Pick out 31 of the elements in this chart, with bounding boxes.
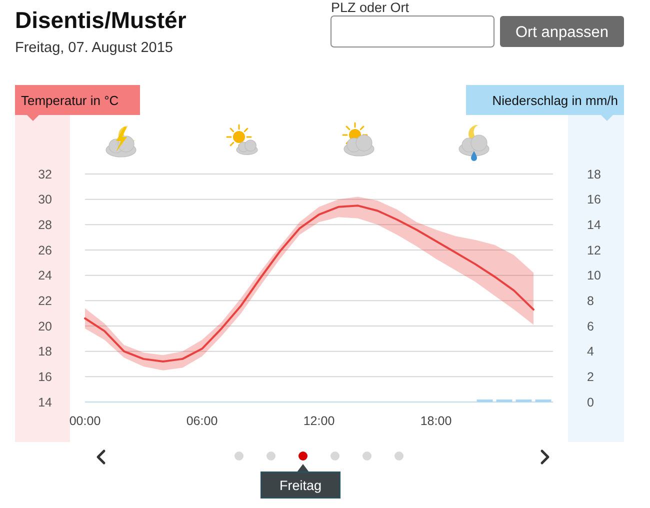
y2-axis-title: Niederschlag in mm/h <box>492 93 618 108</box>
y2-tick-label: 18 <box>587 167 601 182</box>
y2-tick-label: 14 <box>587 218 601 232</box>
x-tick-label: 12:00 <box>303 414 335 428</box>
y2-tick-label: 2 <box>587 370 594 384</box>
y2-tick-label: 16 <box>587 192 601 207</box>
chart-title: Disentis/Mustér <box>15 7 186 33</box>
y-tick-label: 24 <box>38 268 52 283</box>
y-tick-label: 14 <box>38 395 52 410</box>
chart-subtitle: Freitag, 07. August 2015 <box>15 40 173 56</box>
y2-tick-label: 6 <box>587 319 594 334</box>
y-tick-label: 16 <box>38 370 52 384</box>
x-tick-label: 18:00 <box>420 414 452 428</box>
y-tick-label: 28 <box>38 218 52 232</box>
y-tick-label: 30 <box>38 192 52 207</box>
y2-tick-label: 4 <box>587 344 594 359</box>
y-axis-title: Temperatur in °C <box>21 93 119 108</box>
y-tick-label: 26 <box>38 243 52 258</box>
y-tick-label: 22 <box>38 294 52 308</box>
y-tick-label: 32 <box>38 167 52 182</box>
text: Freitag <box>279 478 322 493</box>
y-tick-label: 18 <box>38 344 52 359</box>
x-tick-label: 06:00 <box>186 414 218 428</box>
y-tick-label: 20 <box>38 319 52 334</box>
text: Ort anpassen <box>515 24 609 41</box>
x-tick-label: 00:00 <box>69 414 101 428</box>
y2-tick-label: 0 <box>587 395 594 410</box>
y2-tick-label: 8 <box>587 294 594 308</box>
y2-tick-label: 10 <box>587 268 601 283</box>
y2-tick-label: 12 <box>587 243 601 258</box>
text: PLZ oder Ort <box>331 0 410 15</box>
